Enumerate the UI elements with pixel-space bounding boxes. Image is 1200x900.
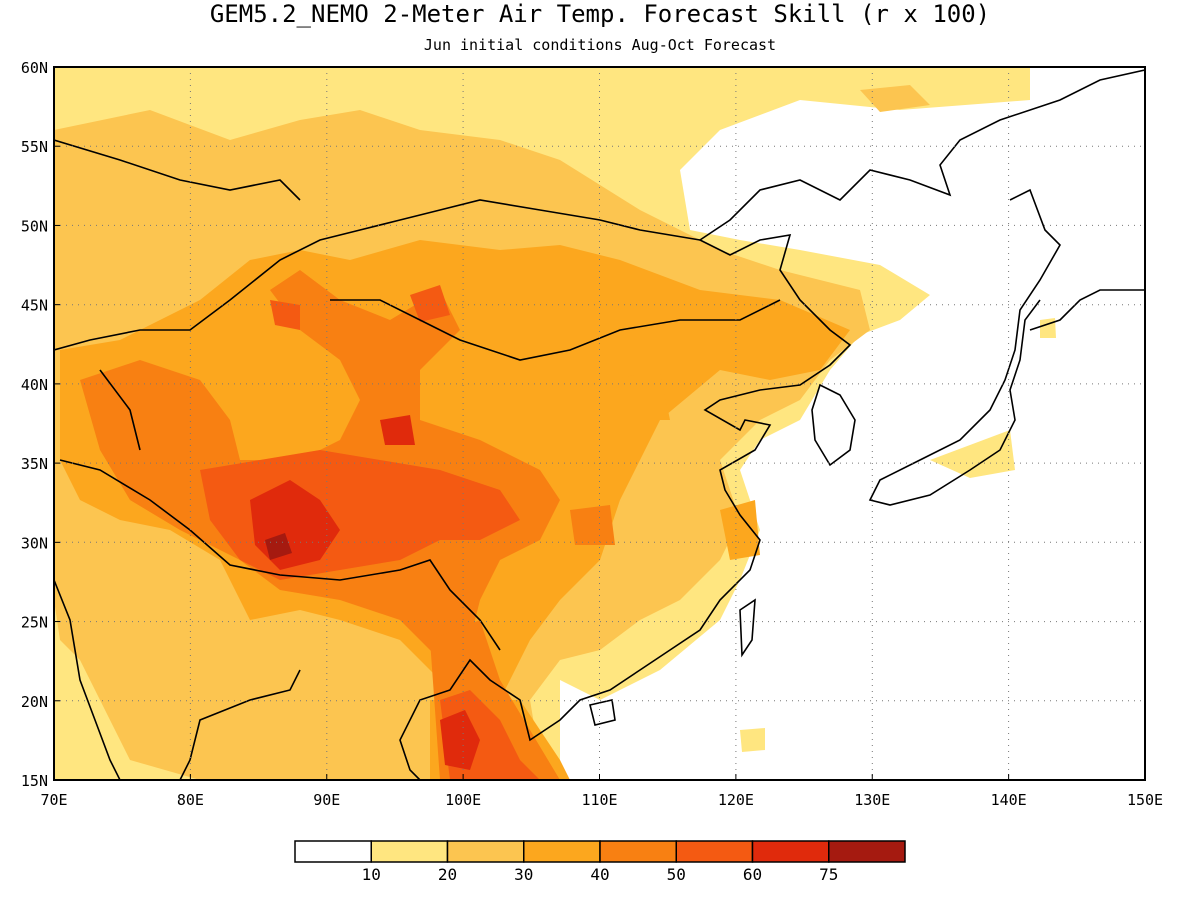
- x-tick-label: 90E: [313, 791, 340, 809]
- colorbar-label: 30: [514, 865, 533, 884]
- y-tick-label: 35N: [21, 455, 48, 473]
- skill-area-50-60: [270, 300, 300, 330]
- colorbar-swatch: [675, 840, 754, 863]
- y-axis-ticks: 15N 20N 25N 30N 35N 40N 45N 50N 55N 60N: [21, 59, 60, 790]
- skill-area-10-20: [930, 430, 1015, 478]
- colorbar-label: 10: [362, 865, 381, 884]
- skill-area-30-40: [610, 370, 670, 420]
- colorbar: 10 20 30 40 50 60 75: [294, 840, 906, 884]
- skill-area-10-20: [1040, 318, 1056, 338]
- colorbar-swatch: [370, 840, 449, 863]
- skill-area-60-75: [440, 710, 480, 770]
- colorbar-label: 60: [743, 865, 762, 884]
- x-tick-label: 70E: [40, 791, 67, 809]
- colorbar-label: 20: [438, 865, 457, 884]
- skill-area-20-30: [860, 85, 930, 112]
- colorbar-swatch: [294, 840, 372, 863]
- colorbar-label: 50: [667, 865, 686, 884]
- skill-area-10-20: [740, 728, 765, 752]
- colorbar-label: 75: [819, 865, 838, 884]
- x-tick-label: 150E: [1127, 791, 1163, 809]
- y-tick-label: 45N: [21, 297, 48, 315]
- skill-area-50-60: [410, 285, 450, 322]
- map-subtitle: Jun initial conditions Aug-Oct Forecast: [424, 36, 776, 54]
- x-tick-label: 80E: [177, 791, 204, 809]
- map-grid: [54, 67, 1145, 780]
- skill-area-75-plus: [265, 533, 292, 560]
- x-axis-ticks: 70E 80E 90E 100E 110E 120E 130E 140E 150E: [40, 774, 1163, 809]
- y-tick-label: 40N: [21, 376, 48, 394]
- colorbar-swatch: [446, 840, 525, 863]
- y-tick-label: 50N: [21, 217, 48, 235]
- colorbar-swatch: [751, 840, 830, 863]
- map-title: GEM5.2_NEMO 2-Meter Air Temp. Forecast S…: [210, 0, 990, 28]
- y-tick-label: 25N: [21, 614, 48, 632]
- x-tick-label: 120E: [718, 791, 754, 809]
- skill-shading: [54, 67, 1056, 780]
- x-tick-label: 130E: [854, 791, 890, 809]
- coastlines-borders: [54, 69, 1145, 780]
- skill-area-60-75: [380, 415, 415, 445]
- colorbar-swatch: [523, 840, 601, 863]
- colorbar-swatch: [828, 840, 906, 863]
- y-tick-label: 55N: [21, 138, 48, 156]
- y-tick-label: 30N: [21, 534, 48, 552]
- map-plot-area: [54, 67, 1145, 780]
- skill-area-30-40: [720, 500, 760, 560]
- y-tick-label: 20N: [21, 693, 48, 711]
- x-tick-label: 140E: [991, 791, 1027, 809]
- y-tick-label: 15N: [21, 772, 48, 790]
- x-tick-label: 100E: [445, 791, 481, 809]
- colorbar-swatch: [599, 840, 677, 863]
- colorbar-label: 40: [590, 865, 609, 884]
- y-tick-label: 60N: [21, 59, 48, 77]
- x-tick-label: 110E: [581, 791, 617, 809]
- skill-area-40-50: [570, 505, 615, 545]
